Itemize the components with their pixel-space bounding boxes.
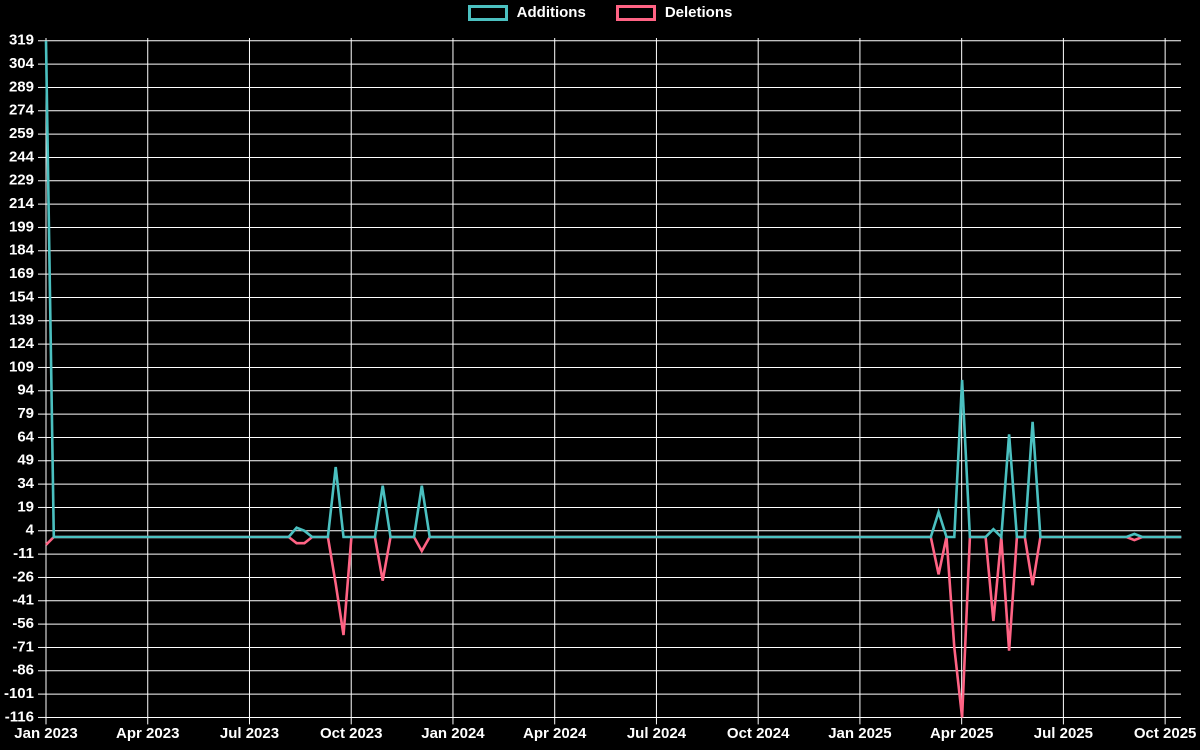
y-tick-label: -116: [5, 708, 34, 725]
y-tick-label: 229: [9, 172, 34, 189]
x-tick-label: Apr 2024: [523, 725, 587, 742]
x-tick-label: Jul 2023: [220, 725, 279, 742]
y-tick-label: 94: [17, 382, 34, 399]
y-tick-label: 64: [17, 428, 34, 445]
y-tick-label: 244: [9, 148, 35, 165]
y-tick-label: -71: [12, 638, 34, 655]
legend-label-deletions: Deletions: [664, 4, 733, 21]
additions-swatch-icon: [467, 5, 508, 21]
y-tick-label: -101: [4, 685, 34, 702]
y-tick-label: 4: [26, 522, 35, 539]
y-tick-label: 259: [9, 125, 34, 142]
y-tick-label: -56: [12, 615, 34, 632]
x-tick-label: Apr 2023: [116, 725, 179, 742]
x-tick-label: Oct 2025: [1134, 725, 1197, 742]
x-tick-label: Apr 2025: [930, 725, 993, 742]
deletions-swatch-icon: [615, 5, 656, 21]
y-tick-label: 289: [9, 78, 34, 95]
y-tick-label: -41: [12, 592, 34, 609]
y-tick-label: 34: [17, 475, 34, 492]
y-tick-label: 214: [9, 195, 35, 212]
y-tick-label: 319: [9, 32, 34, 49]
y-tick-label: 109: [9, 358, 34, 375]
additions-line: [44, 40, 1182, 540]
y-tick-label: -86: [12, 662, 34, 679]
y-tick-label: 184: [9, 242, 35, 259]
y-tick-label: 79: [17, 405, 34, 422]
y-tick-label: 124: [9, 335, 35, 352]
x-tick-label: Jul 2025: [1034, 725, 1093, 742]
y-tick-label: 304: [9, 55, 35, 72]
y-tick-label: 199: [9, 218, 34, 235]
x-tick-label: Jan 2023: [14, 725, 77, 742]
y-tick-label: 139: [9, 312, 34, 329]
x-tick-label: Jan 2024: [421, 725, 485, 742]
y-tick-label: 19: [17, 498, 34, 515]
y-tick-label: 274: [9, 102, 35, 119]
y-tick-label: -26: [12, 568, 34, 585]
deletions-line: [45, 535, 1182, 718]
y-tick-label: 49: [17, 452, 34, 469]
x-tick-label: Jul 2024: [627, 725, 687, 742]
legend-item-deletions[interactable]: Deletions: [615, 4, 733, 21]
x-tick-label: Oct 2024: [727, 725, 790, 742]
x-tick-label: Jan 2025: [828, 725, 891, 742]
y-tick-label: 169: [9, 265, 34, 282]
y-tick-label: 154: [9, 288, 35, 305]
legend-item-additions[interactable]: Additions: [467, 4, 586, 21]
chart-legend: Additions Deletions: [0, 5, 1200, 21]
y-tick-label: -11: [13, 545, 34, 562]
legend-label-additions: Additions: [516, 4, 586, 21]
x-tick-label: Oct 2023: [320, 725, 383, 742]
